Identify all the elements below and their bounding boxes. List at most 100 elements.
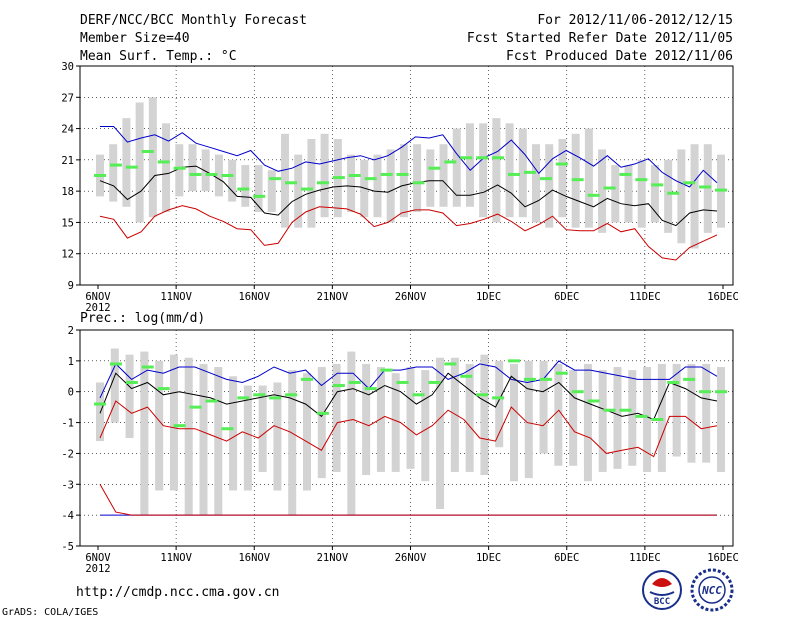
y-tick-label: -5 — [61, 541, 74, 553]
ensemble-box — [317, 367, 326, 479]
variable-label: Mean Surf. Temp.: °C — [80, 49, 237, 64]
ensemble-box — [135, 102, 144, 223]
upper-line — [100, 126, 718, 188]
median-marker — [412, 181, 425, 185]
ensemble-box — [426, 149, 435, 207]
median-marker — [221, 174, 234, 177]
ensemble-box — [480, 354, 489, 476]
median-marker — [157, 160, 170, 164]
median-marker — [476, 156, 489, 160]
x-tick-label: 16DEC — [707, 552, 739, 564]
median-marker — [285, 393, 298, 397]
plot-frame — [79, 329, 734, 547]
median-marker — [109, 163, 122, 167]
ensemble-box — [184, 357, 193, 516]
median-marker — [715, 390, 727, 394]
ensemble-box — [479, 123, 488, 218]
ensemble-box — [650, 165, 659, 223]
ncc-logo-text: NCC — [701, 584, 722, 597]
ensemble-box — [539, 360, 548, 454]
ensemble-box — [280, 133, 289, 228]
plot-frame — [79, 65, 734, 286]
median-marker — [412, 393, 425, 397]
median-marker — [348, 174, 361, 177]
ensemble-box — [495, 360, 504, 448]
median-marker — [715, 188, 727, 192]
chart-title: DERF/NCC/BCC Monthly Forecast — [80, 13, 307, 28]
ensemble-box — [687, 363, 696, 463]
ncc-logo: NCC — [690, 568, 734, 612]
ensemble-box — [505, 123, 514, 218]
median-marker — [699, 390, 712, 394]
source-url[interactable]: http://cmdp.ncc.cma.gov.cn — [76, 585, 280, 600]
median-marker — [125, 165, 138, 169]
min-line-red — [99, 484, 717, 516]
ensemble-box — [169, 354, 178, 491]
ensemble-box — [439, 144, 448, 207]
ensemble-box — [175, 144, 184, 197]
x-tick-label: 1DEC — [476, 552, 501, 564]
ensemble-box — [545, 144, 554, 228]
median-marker — [189, 405, 202, 409]
ensemble-box — [413, 144, 422, 212]
median-marker — [94, 402, 106, 406]
median-marker — [523, 377, 536, 381]
ensemble-box — [386, 149, 395, 223]
median-marker — [237, 187, 250, 191]
median-marker — [619, 408, 632, 412]
ensemble-box — [611, 165, 620, 223]
x-year-label: 2012 — [85, 563, 110, 575]
x-year-label: 2012 — [85, 302, 110, 314]
median-marker — [651, 183, 664, 187]
ensemble-box — [267, 170, 276, 212]
median-marker — [587, 399, 600, 403]
mean-line — [99, 372, 718, 421]
median-marker — [173, 424, 186, 428]
ncc-logo-inner — [698, 576, 726, 604]
ensemble-box — [254, 165, 263, 212]
bcc-logo-swirl — [652, 578, 672, 587]
ensemble-box — [558, 139, 567, 218]
median-marker — [189, 172, 202, 176]
ensemble-box — [421, 370, 430, 482]
x-tick-label: 16NOV — [238, 552, 270, 564]
median-marker — [205, 399, 218, 403]
median-marker — [301, 377, 313, 381]
median-marker — [364, 177, 377, 181]
ensemble-box — [148, 97, 157, 218]
x-tick-label: 11DEC — [629, 552, 661, 564]
ensemble-box — [214, 154, 223, 197]
ensemble-box — [199, 363, 208, 516]
y-tick-label: 24 — [61, 124, 74, 136]
median-marker — [316, 411, 329, 415]
forecast-started: Fcst Started Refer Date 2012/11/05 — [467, 31, 733, 46]
ensemble-box — [96, 382, 104, 442]
ensemble-box — [554, 363, 563, 466]
median-marker — [699, 185, 712, 189]
y-tick-label: -4 — [61, 510, 74, 522]
median-marker — [492, 156, 505, 160]
median-marker — [683, 181, 696, 185]
ensemble-box — [155, 360, 164, 491]
x-tick-label: 6DEC — [554, 552, 579, 564]
ensemble-box — [258, 385, 267, 472]
ensemble-box — [628, 370, 637, 466]
ensemble-box — [717, 367, 725, 472]
median-marker — [508, 172, 520, 176]
median-marker — [619, 172, 632, 176]
upper-line — [99, 360, 718, 399]
ensemble-box — [450, 357, 459, 472]
x-tick-label: 11NOV — [160, 552, 192, 564]
median-marker — [476, 393, 489, 397]
median-marker — [603, 408, 616, 412]
ensemble-box — [518, 128, 527, 218]
median-marker — [141, 150, 154, 154]
y-tick-label: -3 — [61, 479, 74, 491]
ensemble-box — [657, 363, 666, 472]
median-marker — [269, 396, 282, 400]
x-tick-label: 21NOV — [317, 552, 349, 564]
x-tick-label: 16DEC — [707, 291, 739, 303]
ensemble-box — [510, 363, 518, 482]
